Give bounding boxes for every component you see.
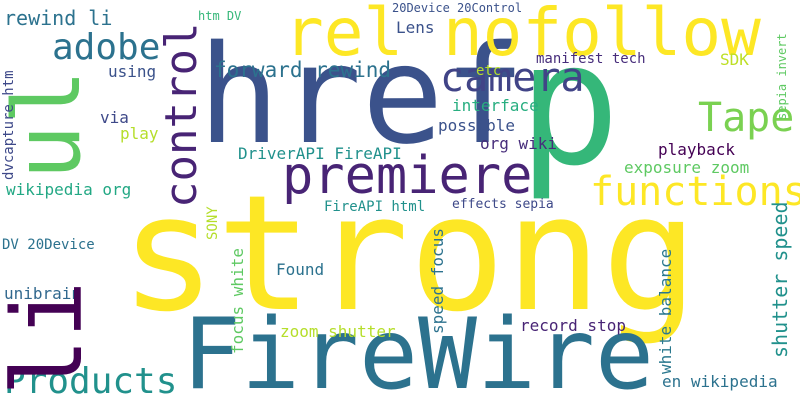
word-rel-nofollow: rel nofollow bbox=[284, 0, 761, 71]
word-adobe: adobe bbox=[52, 27, 161, 68]
word-sony: SONY bbox=[205, 206, 221, 240]
word-exposure-zoom: exposure zoom bbox=[624, 158, 750, 177]
word-shutter-speed: shutter speed bbox=[768, 201, 792, 358]
word-focus-white: focus white bbox=[228, 248, 247, 354]
word-lens: Lens bbox=[396, 18, 435, 37]
word-etc: etc bbox=[476, 63, 502, 79]
word-driverapi-fireapi: DriverAPI FireAPI bbox=[238, 144, 402, 163]
word-tape: Tape bbox=[698, 95, 795, 141]
word-en-wikipedia: en wikipedia bbox=[662, 372, 778, 391]
word-control: control bbox=[156, 22, 207, 208]
word-firewire: FireWire bbox=[182, 298, 655, 400]
word-dv-20device: DV 20Device bbox=[2, 237, 95, 253]
word-premiere: premiere bbox=[282, 146, 533, 206]
word-dvcapture-htm: dvcapture htm bbox=[1, 70, 17, 180]
word-record-stop: record stop bbox=[520, 316, 626, 335]
word-products: Products bbox=[4, 361, 178, 400]
word-href: href bbox=[198, 17, 526, 175]
word-camera: camera bbox=[440, 55, 585, 101]
word-sepia-invert: sepia invert bbox=[775, 33, 789, 120]
word-found: Found bbox=[276, 260, 325, 279]
word-wikipedia-org: wikipedia org bbox=[6, 180, 132, 199]
word-possible: possible bbox=[438, 116, 516, 135]
word-speed-focus: speed focus bbox=[428, 228, 447, 334]
word-manifest-tech: manifest tech bbox=[536, 51, 646, 67]
word-fireapi-html: FireAPI html bbox=[324, 199, 426, 215]
word-effects-sepia: effects sepia bbox=[452, 197, 554, 212]
word-via: via bbox=[100, 108, 129, 127]
word-htm-dv: htm DV bbox=[198, 9, 242, 23]
word-forward-rewind: forward rewind bbox=[214, 58, 392, 82]
word-strong: strong bbox=[120, 160, 698, 347]
word-20device-20control: 20Device 20Control bbox=[392, 1, 523, 15]
word-rewind-li: rewind li bbox=[4, 6, 113, 30]
word-li: li bbox=[0, 280, 104, 396]
word-p: p bbox=[518, 6, 621, 204]
word-org-wiki: org wiki bbox=[480, 134, 558, 153]
word-zoom-shutter: zoom shutter bbox=[280, 322, 396, 341]
word-play: play bbox=[120, 124, 159, 143]
word-interface: interface bbox=[452, 96, 539, 115]
word-unibrain: unibrain bbox=[4, 284, 82, 303]
word-white-balance: white balance bbox=[656, 248, 675, 374]
word-using: using bbox=[108, 62, 157, 81]
word-sdk: SDK bbox=[720, 50, 749, 69]
word-playback: playback bbox=[658, 140, 736, 159]
word-functions: functions bbox=[590, 169, 800, 215]
